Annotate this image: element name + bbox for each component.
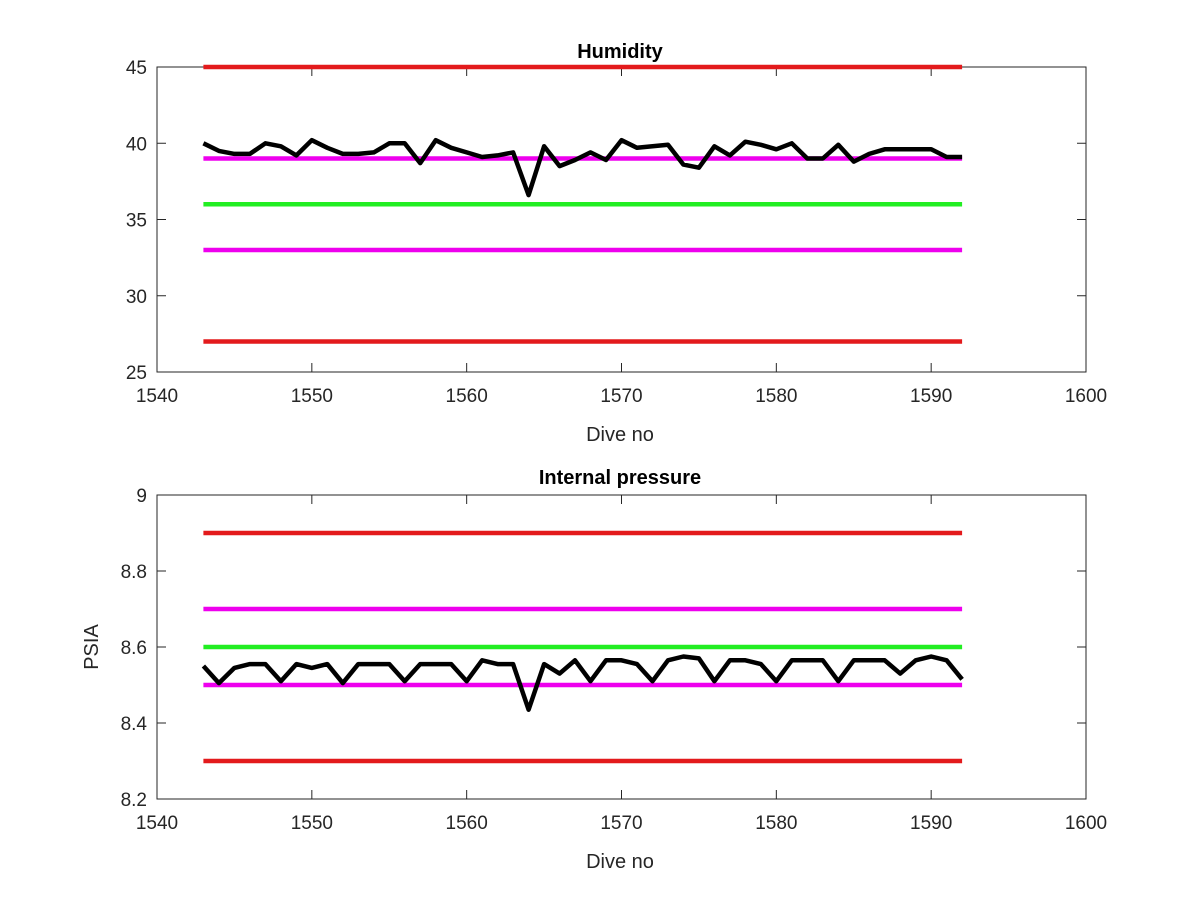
humidity-plot-area: 1540 1550 1560 1570 1580 1590 1600 25 30 35 40 45 bbox=[126, 58, 1107, 407]
pressure-y-tick-label: 8.8 bbox=[121, 562, 147, 583]
pressure-x-tick-label: 1580 bbox=[755, 813, 797, 834]
humidity-y-tick-label: 45 bbox=[126, 58, 147, 79]
humidity-x-tick-label: 1590 bbox=[910, 386, 952, 407]
humidity-data-line bbox=[202, 137, 963, 198]
pressure-y-tick-label: 8.2 bbox=[121, 790, 147, 811]
humidity-x-tick-label: 1560 bbox=[446, 386, 488, 407]
humidity-y-tick-label: 35 bbox=[126, 211, 147, 232]
humidity-x-tick-label: 1580 bbox=[755, 386, 797, 407]
pressure-plot-area: 1540 1550 1560 1570 1580 1590 1600 8.2 8.4 8.6 8.8… bbox=[121, 486, 1108, 834]
pressure-y-tick-label: 8.6 bbox=[121, 638, 147, 659]
pressure-y-tick-label: 8.4 bbox=[121, 714, 148, 735]
pressure-x-axis-label: Dive no bbox=[586, 851, 654, 873]
humidity-y-tick-label: 40 bbox=[126, 134, 147, 155]
humidity-chart-title: Humidity bbox=[577, 41, 663, 63]
humidity-subplot: Humidity 1540 1550 1560 1570 1580 1590 1600 25 3… bbox=[126, 41, 1107, 446]
humidity-x-tick-label: 1600 bbox=[1065, 386, 1107, 407]
pressure-x-tick-label: 1540 bbox=[136, 813, 178, 834]
pressure-subplot: Internal pressure 1540 1550 1560 1570 1580 15… bbox=[81, 467, 1107, 873]
humidity-y-tick-label: 30 bbox=[126, 287, 147, 308]
pressure-x-tick-label: 1570 bbox=[600, 813, 642, 834]
humidity-x-tick-label: 1570 bbox=[600, 386, 642, 407]
pressure-x-tick-label: 1550 bbox=[291, 813, 333, 834]
pressure-x-tick-label: 1560 bbox=[446, 813, 488, 834]
pressure-x-tick-label: 1590 bbox=[910, 813, 952, 834]
pressure-chart-title: Internal pressure bbox=[539, 467, 701, 489]
humidity-x-tick-label: 1540 bbox=[136, 386, 178, 407]
humidity-y-tick-label: 25 bbox=[126, 363, 147, 384]
humidity-x-axis-label: Dive no bbox=[586, 424, 654, 446]
pressure-y-axis-label: PSIA bbox=[81, 624, 103, 670]
pressure-x-tick-label: 1600 bbox=[1065, 813, 1107, 834]
pressure-y-tick-label: 9 bbox=[136, 486, 147, 507]
humidity-x-tick-label: 1550 bbox=[291, 386, 333, 407]
pressure-data-line bbox=[201, 654, 964, 712]
